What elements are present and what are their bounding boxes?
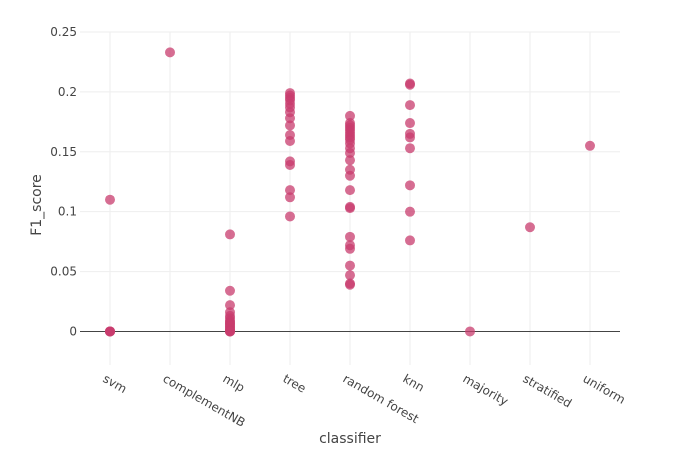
y-tick-labels: 0 0.05 0.1 0.15 0.2 0.25 (50, 25, 77, 338)
data-point[interactable] (285, 159, 295, 170)
data-point[interactable] (405, 100, 415, 111)
data-point[interactable] (225, 300, 235, 311)
x-tick-label: svm (101, 371, 130, 396)
data-point[interactable] (345, 170, 355, 181)
x-axis-title: classifier (319, 431, 381, 447)
data-point[interactable] (345, 270, 355, 281)
data-point[interactable] (525, 222, 535, 233)
data-point[interactable] (345, 147, 355, 158)
data-point[interactable] (165, 47, 175, 58)
grid-layer (80, 31, 620, 365)
data-point[interactable] (225, 285, 235, 296)
y-tick-label: 0.25 (50, 25, 77, 39)
data-point[interactable] (405, 118, 415, 129)
data-point[interactable] (225, 229, 235, 240)
data-point[interactable] (105, 194, 115, 205)
data-point[interactable] (345, 231, 355, 242)
data-point[interactable] (405, 235, 415, 246)
data-point[interactable] (405, 132, 415, 143)
x-tick-label: knn (401, 371, 427, 394)
y-tick-label: 0.05 (50, 265, 77, 279)
data-point[interactable] (285, 211, 295, 222)
data-point[interactable] (585, 140, 595, 151)
data-point[interactable] (405, 206, 415, 217)
data-point[interactable] (405, 143, 415, 154)
data-point[interactable] (345, 243, 355, 254)
y-axis-title: F1_score (29, 174, 45, 236)
y-tick-label: 0.2 (58, 85, 77, 99)
y-tick-label: 0 (69, 324, 77, 338)
x-tick-label: majority (461, 371, 511, 408)
data-point[interactable] (405, 79, 415, 90)
x-tick-label: tree (281, 371, 309, 395)
data-point[interactable] (285, 113, 295, 124)
y-tick-label: 0.15 (50, 145, 77, 159)
data-point[interactable] (405, 180, 415, 191)
data-point[interactable] (285, 192, 295, 203)
data-point[interactable] (345, 203, 355, 214)
data-point[interactable] (345, 185, 355, 196)
data-point[interactable] (345, 260, 355, 271)
data-point[interactable] (285, 120, 295, 131)
data-point[interactable] (465, 326, 475, 337)
x-tick-label: uniform (581, 371, 628, 406)
data-point[interactable] (285, 185, 295, 196)
data-points (105, 47, 595, 337)
x-tick-label: stratified (521, 371, 575, 410)
data-point[interactable] (345, 155, 355, 166)
data-point[interactable] (345, 279, 355, 290)
x-tick-label: mlp (221, 371, 248, 394)
data-point[interactable] (345, 110, 355, 121)
y-tick-label: 0.1 (58, 205, 77, 219)
data-point[interactable] (225, 326, 235, 337)
data-point[interactable] (105, 326, 115, 337)
data-point[interactable] (285, 136, 295, 147)
